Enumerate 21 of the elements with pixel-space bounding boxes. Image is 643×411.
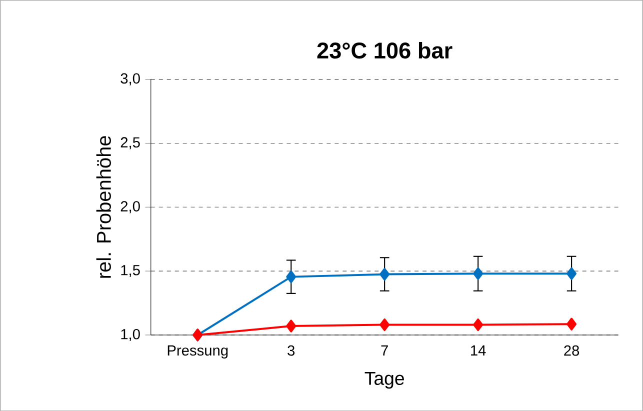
point bbox=[473, 267, 484, 280]
x-axis-title: Tage bbox=[364, 372, 404, 389]
point bbox=[473, 318, 484, 331]
x-tick-label: 7 bbox=[381, 345, 388, 356]
x-tick-label: 3 bbox=[288, 345, 295, 356]
chart-title: 23°C 106 bar bbox=[317, 42, 452, 58]
y-tick-label: 2,5 bbox=[120, 137, 140, 150]
y-tick-label: 1,5 bbox=[121, 264, 140, 277]
point bbox=[286, 270, 296, 283]
y-tick-label: 1,0 bbox=[121, 328, 140, 341]
y-axis-title: rel. Probenhöhe bbox=[96, 136, 111, 278]
y-tick-label: 3,0 bbox=[120, 73, 140, 86]
point bbox=[566, 267, 577, 280]
point bbox=[380, 268, 390, 280]
x-tick-label: 14 bbox=[471, 345, 486, 356]
x-tick-label: 28 bbox=[564, 345, 580, 356]
x-tick-label: Pressung bbox=[168, 345, 228, 358]
point bbox=[286, 320, 296, 332]
point bbox=[566, 318, 577, 330]
y-tick-label: 2,0 bbox=[120, 200, 140, 214]
point bbox=[380, 318, 390, 331]
